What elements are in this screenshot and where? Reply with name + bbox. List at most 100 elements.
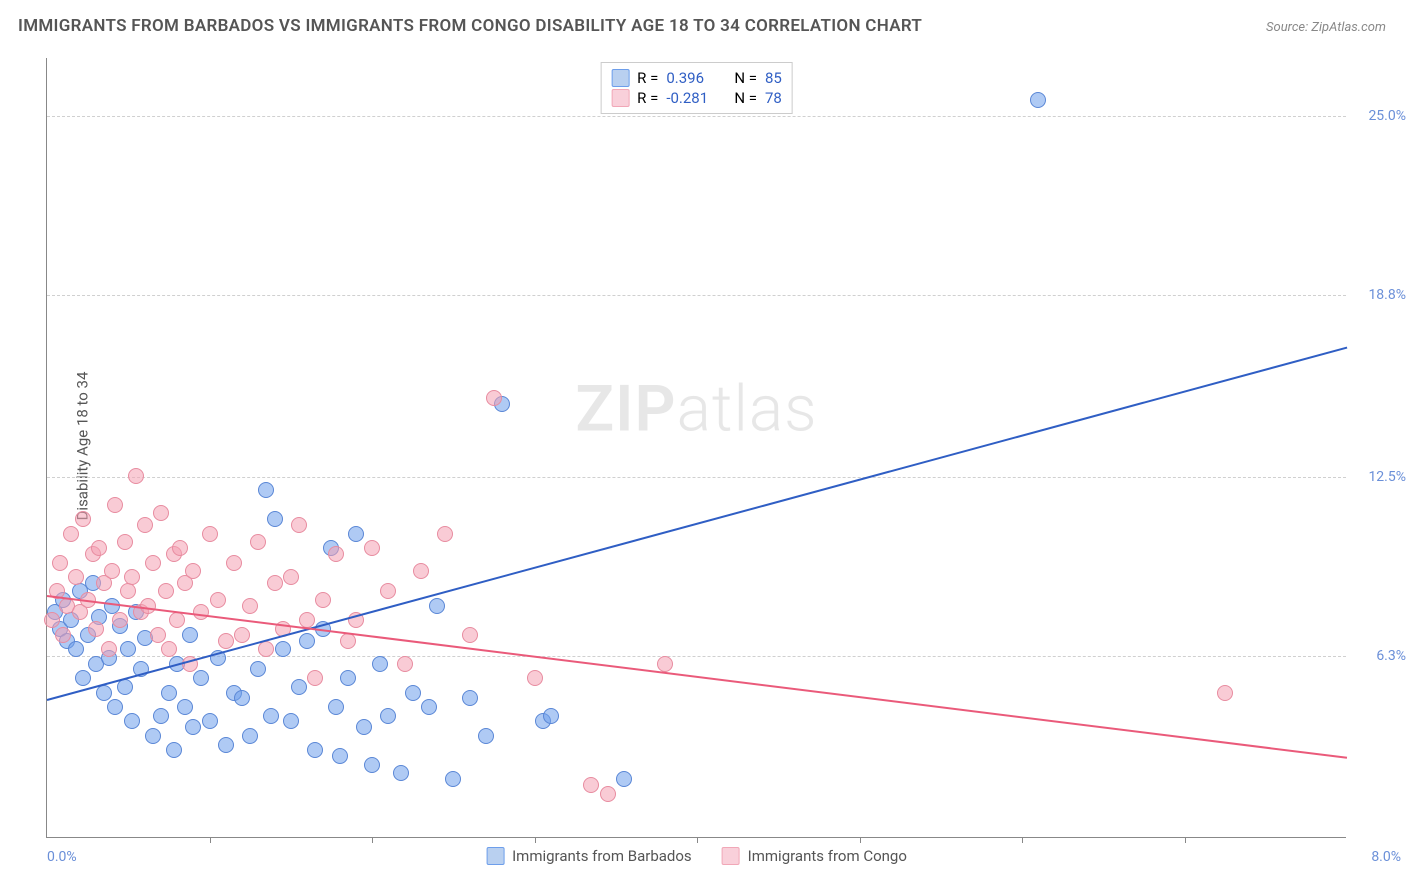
- point-barbados: [275, 641, 291, 657]
- point-barbados: [267, 511, 283, 527]
- point-barbados: [250, 661, 266, 677]
- point-congo: [527, 670, 543, 686]
- point-barbados: [1030, 92, 1046, 108]
- point-barbados: [258, 482, 274, 498]
- point-congo: [315, 592, 331, 608]
- gridline: [47, 477, 1346, 478]
- point-congo: [88, 621, 104, 637]
- point-barbados: [166, 742, 182, 758]
- point-congo: [328, 546, 344, 562]
- y-tick-label: 12.5%: [1368, 469, 1406, 485]
- point-congo: [169, 612, 185, 628]
- point-barbados: [234, 690, 250, 706]
- point-congo: [52, 555, 68, 571]
- point-barbados: [107, 699, 123, 715]
- x-tick: [1185, 837, 1186, 843]
- point-congo: [486, 390, 502, 406]
- point-barbados: [299, 633, 315, 649]
- point-congo: [242, 598, 258, 614]
- point-barbados: [332, 748, 348, 764]
- point-barbados: [120, 641, 136, 657]
- point-barbados: [218, 737, 234, 753]
- correlation-legend: R = 0.396 N = 85 R = -0.281 N = 78: [600, 62, 793, 114]
- point-congo: [291, 517, 307, 533]
- point-congo: [307, 670, 323, 686]
- point-barbados: [328, 699, 344, 715]
- chart-title: IMMIGRANTS FROM BARBADOS VS IMMIGRANTS F…: [18, 16, 922, 36]
- point-congo: [120, 583, 136, 599]
- point-congo: [583, 777, 599, 793]
- y-tick-label: 25.0%: [1368, 108, 1406, 124]
- point-barbados: [348, 526, 364, 542]
- point-congo: [218, 633, 234, 649]
- legend-item-congo: Immigrants from Congo: [722, 847, 907, 865]
- point-congo: [68, 569, 84, 585]
- point-congo: [380, 583, 396, 599]
- point-barbados: [242, 728, 258, 744]
- y-tick-label: 6.3%: [1376, 648, 1406, 664]
- point-congo: [158, 583, 174, 599]
- point-barbados: [340, 670, 356, 686]
- point-barbados: [202, 713, 218, 729]
- point-barbados: [380, 708, 396, 724]
- x-tick: [535, 837, 536, 843]
- point-congo: [112, 612, 128, 628]
- legend-row-congo: R = -0.281 N = 78: [611, 89, 782, 107]
- x-tick: [1022, 837, 1023, 843]
- trendline-barbados: [47, 347, 1348, 701]
- point-barbados: [445, 771, 461, 787]
- point-congo: [234, 627, 250, 643]
- swatch-congo: [722, 847, 740, 865]
- source-label: Source: ZipAtlas.com: [1266, 20, 1386, 35]
- x-max-label: 8.0%: [1371, 849, 1401, 865]
- point-congo: [124, 569, 140, 585]
- point-congo: [161, 641, 177, 657]
- y-tick-label: 18.8%: [1368, 287, 1406, 303]
- point-barbados: [291, 679, 307, 695]
- point-congo: [210, 592, 226, 608]
- x-tick: [372, 837, 373, 843]
- point-congo: [413, 563, 429, 579]
- point-congo: [117, 534, 133, 550]
- legend-item-barbados: Immigrants from Barbados: [486, 847, 692, 865]
- point-congo: [145, 555, 161, 571]
- point-congo: [364, 540, 380, 556]
- point-congo: [137, 517, 153, 533]
- point-barbados: [177, 699, 193, 715]
- point-barbados: [185, 719, 201, 735]
- x-tick: [697, 837, 698, 843]
- point-congo: [462, 627, 478, 643]
- point-barbados: [616, 771, 632, 787]
- point-barbados: [283, 713, 299, 729]
- series-legend: Immigrants from Barbados Immigrants from…: [486, 847, 907, 865]
- point-barbados: [356, 719, 372, 735]
- point-congo: [101, 641, 117, 657]
- point-congo: [55, 627, 71, 643]
- swatch-congo: [611, 89, 629, 107]
- point-congo: [657, 656, 673, 672]
- point-barbados: [182, 627, 198, 643]
- point-barbados: [145, 728, 161, 744]
- point-barbados: [478, 728, 494, 744]
- point-barbados: [462, 690, 478, 706]
- gridline: [47, 116, 1346, 117]
- point-barbados: [405, 685, 421, 701]
- point-barbados: [393, 765, 409, 781]
- legend-row-barbados: R = 0.396 N = 85: [611, 69, 782, 87]
- point-barbados: [153, 708, 169, 724]
- point-barbados: [75, 670, 91, 686]
- point-congo: [185, 563, 201, 579]
- point-barbados: [193, 670, 209, 686]
- point-congo: [250, 534, 266, 550]
- point-barbados: [263, 708, 279, 724]
- point-congo: [258, 641, 274, 657]
- point-barbados: [68, 641, 84, 657]
- point-barbados: [364, 757, 380, 773]
- point-barbados: [161, 685, 177, 701]
- x-tick: [210, 837, 211, 843]
- watermark: ZIPatlas: [575, 371, 817, 446]
- point-congo: [283, 569, 299, 585]
- point-congo: [104, 563, 120, 579]
- point-congo: [600, 786, 616, 802]
- swatch-barbados: [486, 847, 504, 865]
